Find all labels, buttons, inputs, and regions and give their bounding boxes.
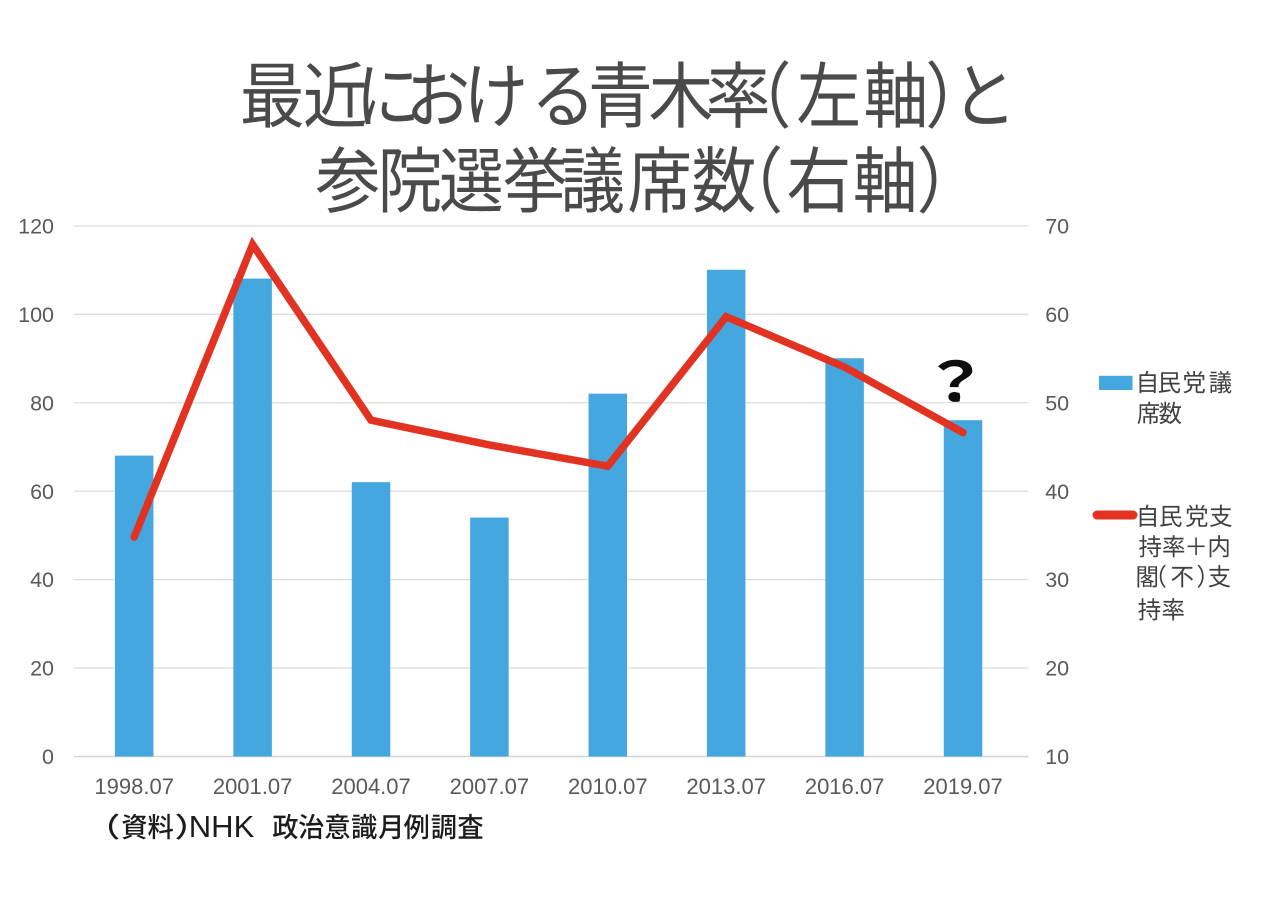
svg-text:20: 20 — [1045, 657, 1069, 681]
svg-text:2007.07: 2007.07 — [450, 774, 530, 799]
svg-text:2019.07: 2019.07 — [923, 774, 1003, 799]
svg-text:2013.07: 2013.07 — [686, 774, 766, 799]
svg-text:120: 120 — [18, 215, 54, 239]
svg-text:2010.07: 2010.07 — [568, 774, 648, 799]
svg-text:2004.07: 2004.07 — [331, 774, 411, 799]
svg-text:2001.07: 2001.07 — [213, 774, 293, 799]
svg-text:NHK: NHK — [189, 809, 255, 844]
svg-text:2016.07: 2016.07 — [805, 774, 885, 799]
svg-text:10: 10 — [1045, 745, 1069, 769]
svg-text:70: 70 — [1045, 215, 1069, 239]
svg-text:40: 40 — [1045, 480, 1069, 504]
svg-text:60: 60 — [1045, 303, 1069, 327]
svg-text:60: 60 — [30, 480, 54, 504]
svg-text:30: 30 — [1045, 568, 1069, 592]
svg-text:50: 50 — [1045, 391, 1069, 415]
svg-text:20: 20 — [30, 657, 54, 681]
svg-text:1998.07: 1998.07 — [94, 774, 174, 799]
svg-text:100: 100 — [18, 303, 54, 327]
svg-text:80: 80 — [30, 391, 54, 415]
svg-text:0: 0 — [42, 745, 54, 769]
svg-text:40: 40 — [30, 568, 54, 592]
